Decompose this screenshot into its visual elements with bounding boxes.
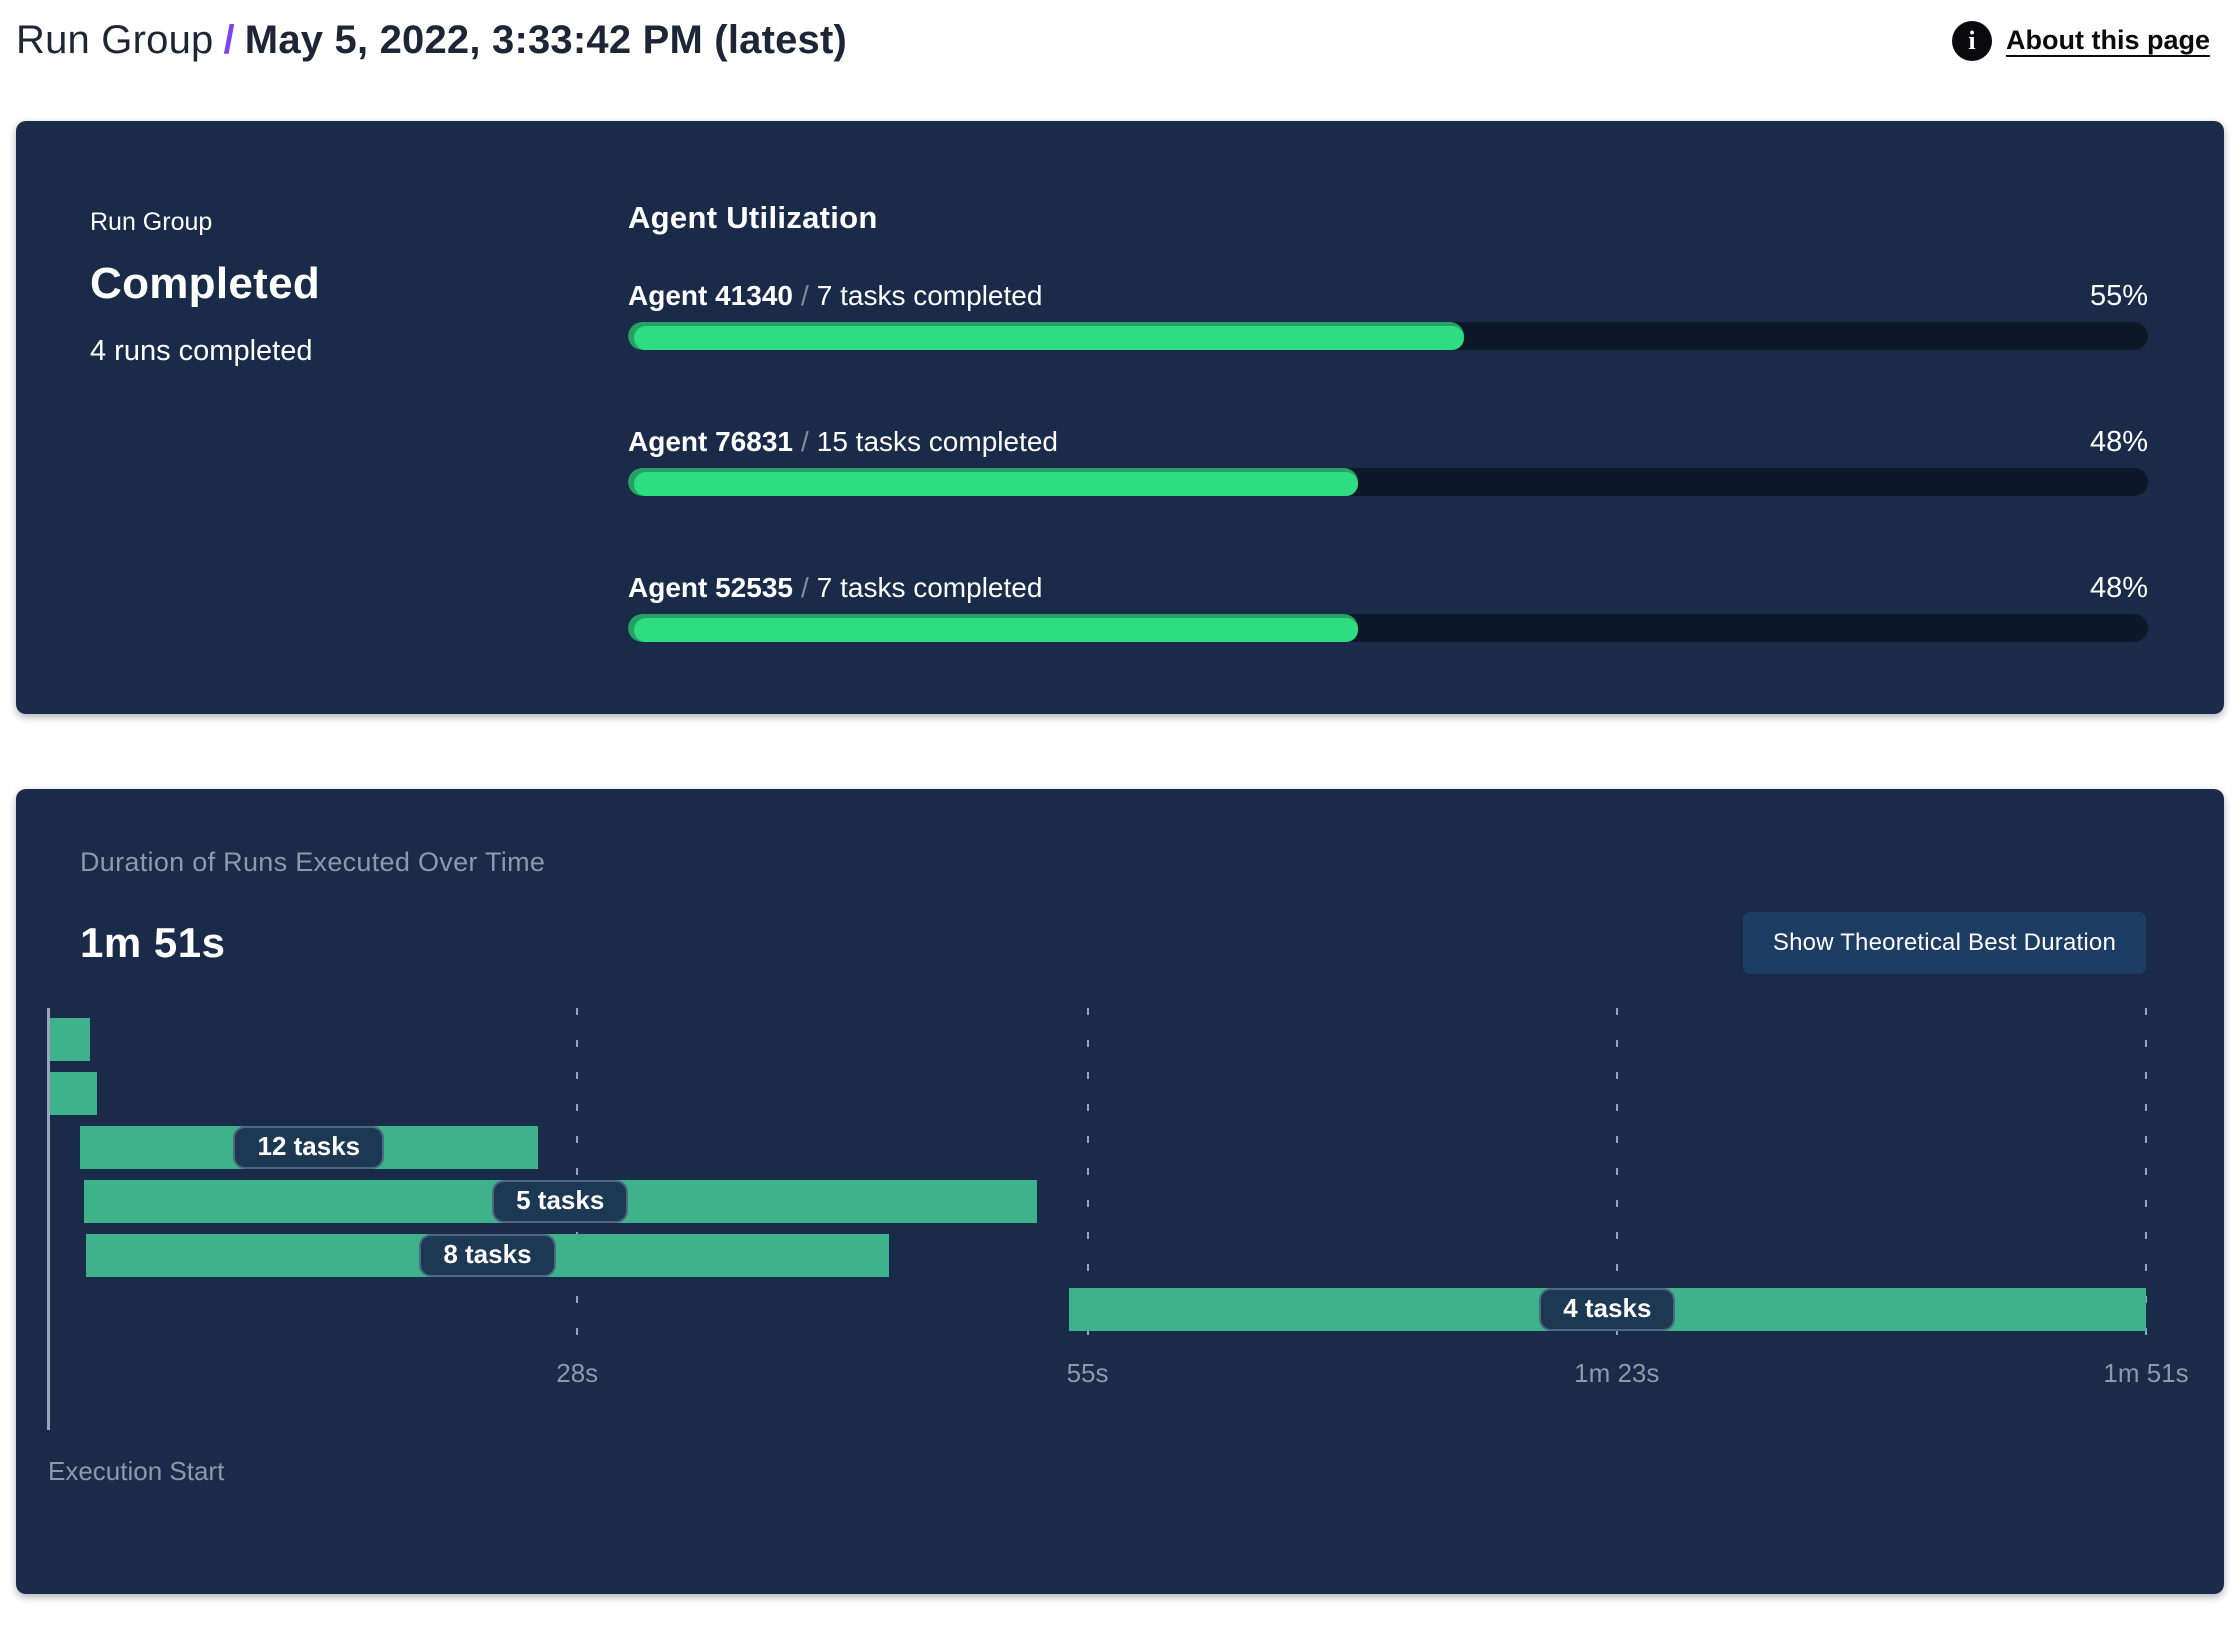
execution-start-axis-line bbox=[47, 1008, 50, 1430]
agent-utilization-row: Agent 76831/15 tasks completed 48% bbox=[628, 426, 2148, 496]
agent-tasks-completed: 7 tasks completed bbox=[816, 280, 1043, 311]
agent-utilization-percent: 48% bbox=[2089, 426, 2148, 458]
utilization-progress-fill bbox=[628, 614, 1358, 642]
run-group-label: Run Group bbox=[90, 208, 213, 236]
utilization-progress-track bbox=[628, 322, 2148, 350]
breadcrumb-run-group[interactable]: Run Group bbox=[16, 18, 214, 62]
agent-label-separator: / bbox=[800, 426, 809, 457]
runs-completed-text: 4 runs completed bbox=[90, 335, 313, 367]
agent-label-separator: / bbox=[800, 280, 809, 311]
info-icon: i bbox=[1952, 20, 1992, 61]
axis-tick-label: 1m 51s bbox=[2103, 1358, 2189, 1388]
show-theoretical-best-duration-button[interactable]: Show Theoretical Best Duration bbox=[1742, 912, 2146, 974]
run-duration-bar[interactable]: 12 tasks bbox=[80, 1126, 538, 1169]
utilization-progress-track bbox=[628, 468, 2148, 496]
agent-name: Agent 41340 bbox=[628, 280, 793, 311]
duration-chart-card: Duration of Runs Executed Over Time 1m 5… bbox=[16, 789, 2224, 1594]
run-duration-bar[interactable] bbox=[49, 1018, 90, 1061]
run-duration-bar[interactable]: 8 tasks bbox=[85, 1234, 890, 1277]
agent-utilization-row: Agent 52535/7 tasks completed 48% bbox=[628, 572, 2148, 642]
about-this-page[interactable]: i About this page bbox=[1952, 20, 2210, 61]
run-task-count-pill: 12 tasks bbox=[233, 1126, 385, 1169]
run-task-count-pill: 8 tasks bbox=[419, 1234, 556, 1277]
utilization-progress-fill bbox=[628, 468, 1358, 496]
agent-name: Agent 52535 bbox=[628, 572, 793, 603]
agent-name: Agent 76831 bbox=[628, 426, 793, 457]
agent-utilization-title: Agent Utilization bbox=[628, 200, 878, 235]
execution-start-label: Execution Start bbox=[48, 1456, 225, 1486]
page-title: May 5, 2022, 3:33:42 PM (latest) bbox=[244, 18, 848, 62]
run-group-status-column: Run Group Completed 4 runs completed bbox=[90, 200, 628, 642]
duration-chart-header: Duration of Runs Executed Over Time 1m 5… bbox=[16, 847, 2224, 974]
about-this-page-link[interactable]: About this page bbox=[2006, 25, 2210, 55]
run-group-summary-card: Run Group Completed 4 runs completed Age… bbox=[16, 121, 2224, 714]
agent-utilization-percent: 55% bbox=[2089, 280, 2148, 312]
axis-tick-label: 1m 23s bbox=[1574, 1358, 1660, 1388]
utilization-progress-fill bbox=[628, 322, 1464, 350]
page-header: Run Group / May 5, 2022, 3:33:42 PM (lates… bbox=[16, 18, 2210, 63]
duration-chart-title: Duration of Runs Executed Over Time bbox=[80, 847, 546, 877]
breadcrumb-separator: / bbox=[223, 18, 235, 62]
axis-tick-label: 55s bbox=[1066, 1358, 1109, 1388]
axis-tick-label: 28s bbox=[556, 1358, 599, 1388]
breadcrumb: Run Group / May 5, 2022, 3:33:42 PM (lates… bbox=[16, 18, 847, 63]
run-group-status: Completed bbox=[90, 259, 321, 308]
gridline bbox=[2145, 1008, 2147, 1351]
agent-utilization-section: Agent Utilization Agent 41340/7 tasks co… bbox=[628, 200, 2148, 642]
agent-utilization-rows: Agent 41340/7 tasks completed 55% Agent 76… bbox=[628, 280, 2148, 642]
run-task-count-pill: 4 tasks bbox=[1539, 1288, 1676, 1331]
agent-tasks-completed: 15 tasks completed bbox=[816, 426, 1058, 457]
run-duration-bar[interactable]: 5 tasks bbox=[83, 1180, 1037, 1223]
run-task-count-pill: 5 tasks bbox=[492, 1180, 629, 1223]
agent-tasks-completed: 7 tasks completed bbox=[816, 572, 1043, 603]
run-duration-bar[interactable] bbox=[49, 1072, 98, 1115]
gantt-chart: Execution Start 28s 55s 1m 23s 1m 51s 12 tas… bbox=[47, 1008, 2189, 1498]
agent-label-separator: / bbox=[800, 572, 809, 603]
run-duration-bar[interactable]: 4 tasks bbox=[1068, 1288, 2146, 1331]
gridline bbox=[1615, 1008, 1618, 1351]
agent-utilization-row: Agent 41340/7 tasks completed 55% bbox=[628, 280, 2148, 350]
gridline bbox=[576, 1008, 579, 1351]
agent-utilization-percent: 48% bbox=[2089, 572, 2148, 604]
utilization-progress-track bbox=[628, 614, 2148, 642]
gridline bbox=[1086, 1008, 1089, 1351]
total-duration-value: 1m 51s bbox=[80, 919, 226, 966]
